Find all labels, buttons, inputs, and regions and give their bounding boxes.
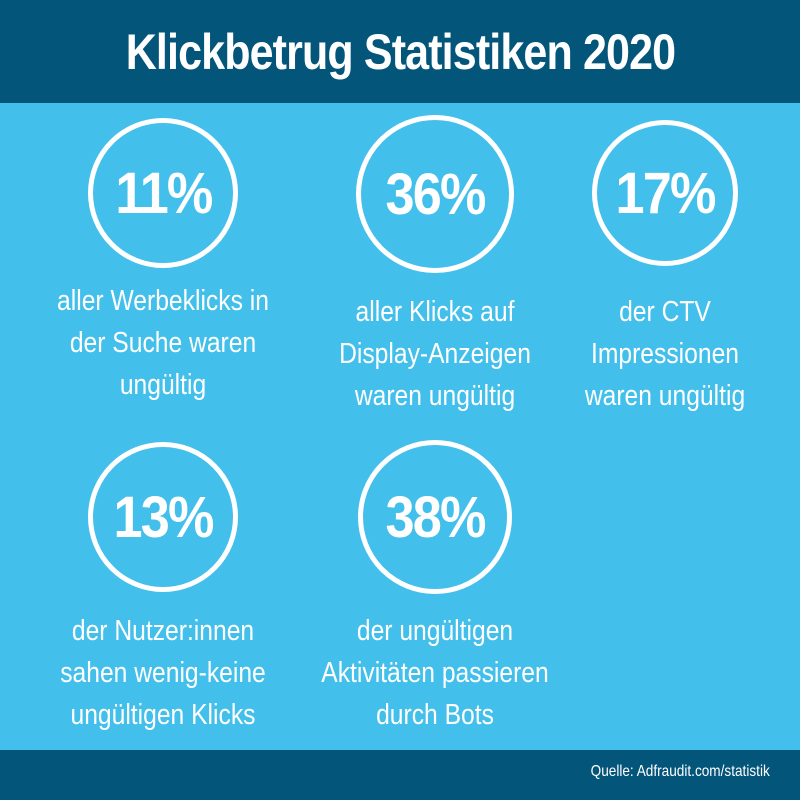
page-title: Klickbetrug Statistiken 2020	[125, 23, 675, 80]
stat-description: aller Klicks auf Display-Anzeigen waren …	[316, 291, 554, 417]
desc-line: der CTV	[619, 296, 711, 328]
desc-line: der ungültigen	[356, 615, 514, 647]
stat-description: der ungültigen Aktivitäten passieren dur…	[316, 610, 554, 736]
desc-line: sahen wenig-keine	[60, 657, 266, 689]
header-banner: Klickbetrug Statistiken 2020	[0, 0, 800, 103]
stat-value: 36%	[385, 161, 486, 227]
footer-bar: Quelle: Adfraudit.com/statistik	[0, 750, 800, 800]
desc-line: aller Werbeklicks in	[57, 285, 269, 317]
stat-circle: 36%	[356, 115, 514, 273]
stat-description: der Nutzer:innen sahen wenig-keine ungül…	[44, 610, 282, 736]
stat-value: 11%	[114, 160, 213, 226]
desc-line: durch Bots	[376, 699, 494, 731]
stat-circle: 38%	[358, 440, 512, 594]
desc-line: ungültigen Klicks	[70, 699, 256, 731]
desc-line: Display-Anzeigen	[339, 338, 531, 370]
stat-circle: 17%	[592, 120, 738, 266]
stat-ctv-impressions: 17% der CTV Impressionen waren ungültig	[525, 120, 800, 417]
desc-line: der Nutzer:innen	[71, 615, 255, 647]
desc-line: aller Klicks auf	[355, 296, 515, 328]
desc-line: Impressionen	[591, 338, 739, 370]
stat-circle: 11%	[88, 118, 238, 268]
desc-line: waren ungültig	[354, 380, 516, 412]
source-credit: Quelle: Adfraudit.com/statistik	[590, 763, 770, 780]
stat-circle: 13%	[88, 442, 238, 592]
desc-line: der Suche waren	[69, 327, 257, 359]
stat-description: der CTV Impressionen waren ungültig	[546, 291, 784, 417]
stat-users: 13% der Nutzer:innen sahen wenig-keine u…	[23, 442, 303, 736]
stat-description: aller Werbeklicks in der Suche waren ung…	[44, 280, 282, 406]
stat-value: 13%	[113, 484, 214, 550]
desc-line: Aktivitäten passieren	[321, 657, 549, 689]
stat-display-clicks: 36% aller Klicks auf Display-Anzeigen wa…	[295, 115, 575, 417]
desc-line: waren ungültig	[584, 380, 746, 412]
desc-line: ungültig	[119, 369, 207, 401]
stat-value: 38%	[385, 484, 486, 550]
stat-bots: 38% der ungültigen Aktivitäten passieren…	[295, 440, 575, 736]
stat-search-clicks: 11% aller Werbeklicks in der Suche waren…	[23, 118, 303, 406]
stat-value: 17%	[615, 160, 716, 226]
